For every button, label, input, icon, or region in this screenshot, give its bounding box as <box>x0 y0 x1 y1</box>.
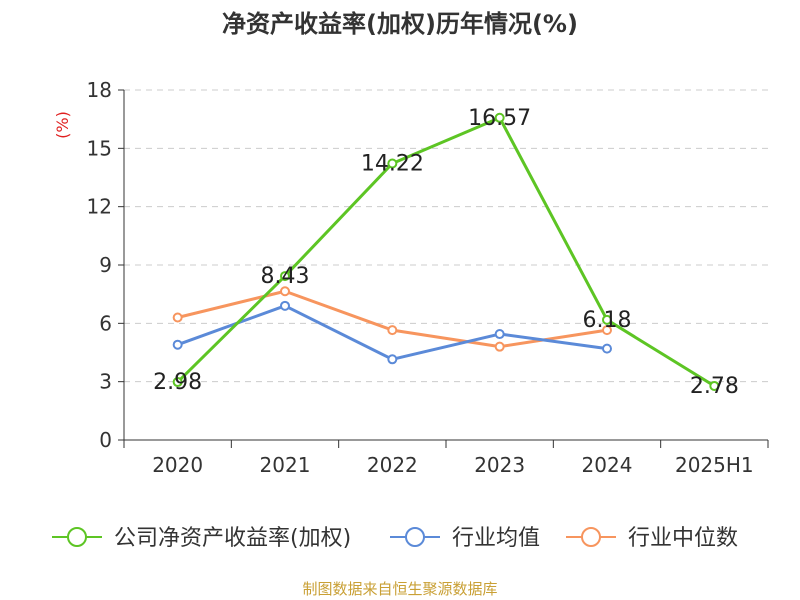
legend-marker <box>67 527 87 547</box>
x-tick-label: 2024 <box>582 453 633 477</box>
legend[interactable]: 公司净资产收益率(加权) 行业均值 行业中位数 <box>52 526 738 551</box>
x-tick-label: 2021 <box>260 453 311 477</box>
legend-label: 公司净资产收益率(加权) <box>114 526 351 551</box>
x-tick-label: 2023 <box>474 453 525 477</box>
data-label: 16.57 <box>468 106 531 131</box>
legend-item[interactable]: 行业中位数 <box>566 526 738 551</box>
y-tick-label: 9 <box>99 253 112 277</box>
y-tick-label: 6 <box>99 311 112 335</box>
y-axis-label: (%) <box>53 111 72 139</box>
data-point <box>387 354 398 365</box>
data-point <box>709 380 720 391</box>
data-label: 6.18 <box>583 308 632 333</box>
data-labels: 2.98 8.43 14.22 16.57 6.18 2.78 <box>153 106 739 399</box>
legend-label: 行业均值 <box>452 526 540 551</box>
y-tick-label: 18 <box>87 78 112 102</box>
y-tick-label: 0 <box>99 428 112 452</box>
source-note: 制图数据来自恒生聚源数据库 <box>302 580 498 598</box>
legend-item[interactable]: 行业均值 <box>390 526 540 551</box>
data-point <box>280 271 290 282</box>
data-point <box>172 377 183 388</box>
data-point <box>602 343 612 354</box>
data-point <box>494 112 505 123</box>
data-point <box>172 312 183 323</box>
x-tick-label: 2025H1 <box>675 453 754 477</box>
series-lines <box>172 112 720 391</box>
axes: 0 3 6 9 12 15 18 (%) 2020 2021 2022 2023 2024 2025H1 <box>53 78 769 477</box>
data-point <box>280 300 290 311</box>
data-point <box>602 314 612 325</box>
data-label: 2.78 <box>690 374 739 399</box>
y-tick-label: 15 <box>87 136 112 160</box>
y-tick-label: 3 <box>99 370 112 394</box>
data-point <box>172 339 183 350</box>
data-label: 2.98 <box>153 370 202 395</box>
gridlines <box>124 89 768 383</box>
x-tick-label: 2022 <box>367 453 418 477</box>
series-line <box>176 116 716 388</box>
y-tick-label: 12 <box>87 195 112 219</box>
x-tick-label: 2020 <box>152 453 203 477</box>
data-point <box>494 329 505 340</box>
data-point <box>494 341 505 352</box>
data-point <box>602 325 612 336</box>
data-point <box>387 325 398 336</box>
legend-label: 行业中位数 <box>628 526 738 551</box>
data-label: 14.22 <box>361 152 424 177</box>
data-point <box>387 158 398 169</box>
legend-marker <box>405 527 425 547</box>
legend-item[interactable]: 公司净资产收益率(加权) <box>52 526 351 551</box>
data-point <box>280 286 290 297</box>
chart-title: 净资产收益率(加权)历年情况(%) <box>222 10 578 38</box>
legend-marker <box>581 527 601 547</box>
data-label: 8.43 <box>261 264 310 289</box>
